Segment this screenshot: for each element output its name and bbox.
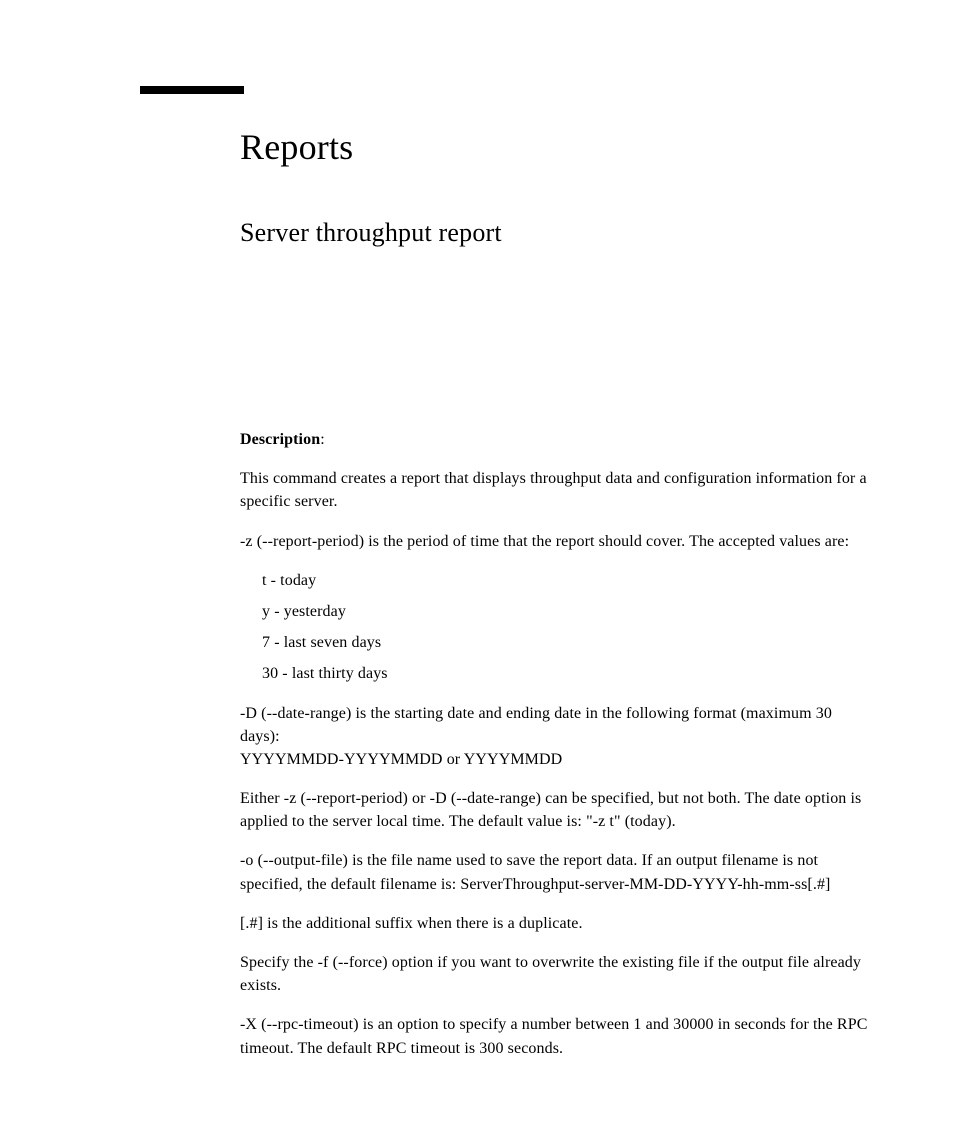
section-heading: Server throughput report (240, 218, 870, 248)
value-item: y - yesterday (262, 600, 870, 623)
paragraph-d-line1: -D (--date-range) is the starting date a… (240, 702, 870, 748)
paragraph-suffix: [.#] is the additional suffix when there… (240, 912, 870, 935)
paragraph-intro: This command creates a report that displ… (240, 467, 870, 513)
values-list: t - today y - yesterday 7 - last seven d… (262, 569, 870, 686)
section-rule (140, 86, 244, 94)
value-item: 30 - last thirty days (262, 662, 870, 685)
paragraph-d-line2: YYYYMMDD-YYYYMMDD or YYYYMMDD (240, 748, 870, 771)
value-item: t - today (262, 569, 870, 592)
paragraph-either: Either -z (--report-period) or -D (--dat… (240, 787, 870, 833)
paragraph-x: -X (--rpc-timeout) is an option to speci… (240, 1013, 870, 1059)
body-text: Description: This command creates a repo… (240, 428, 870, 1060)
paragraph-force: Specify the -f (--force) option if you w… (240, 951, 870, 997)
content-column: Reports Server throughput report Descrip… (240, 126, 870, 1076)
value-item: 7 - last seven days (262, 631, 870, 654)
description-label-line: Description: (240, 428, 870, 451)
page-title: Reports (240, 126, 870, 168)
paragraph-o: -o (--output-file) is the file name used… (240, 849, 870, 895)
description-label: Description (240, 431, 320, 448)
paragraph-z: -z (--report-period) is the period of ti… (240, 530, 870, 553)
document-page: Reports Server throughput report Descrip… (0, 0, 954, 1145)
